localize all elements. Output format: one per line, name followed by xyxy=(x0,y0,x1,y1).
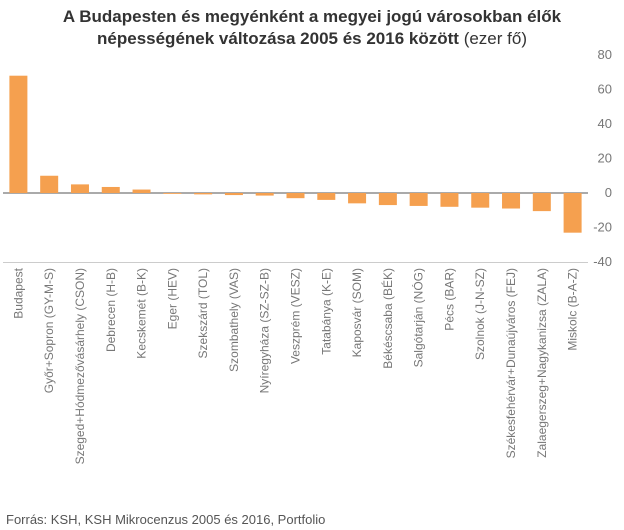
category-label-5: Kecskemét (B-K) xyxy=(135,268,149,359)
chart-title: A Budapesten és megyénként a megyei jogú… xyxy=(0,6,624,50)
bar-2 xyxy=(40,175,59,193)
category-label-2: Győr+Sopron (GY-M-S) xyxy=(42,268,56,393)
bar-1 xyxy=(9,75,28,193)
category-label-12: Kaposvár (SOM) xyxy=(350,268,364,357)
category-label-1: Budapest xyxy=(11,267,25,318)
category-label-8: Szombathely (VAS) xyxy=(227,268,241,372)
category-label-16: Szolnok (J-N-SZ) xyxy=(473,268,487,360)
category-label-14: Salgótarján (NÓG) xyxy=(411,268,426,367)
bar-3 xyxy=(70,184,89,193)
bar-8 xyxy=(224,193,243,196)
bar-11 xyxy=(317,193,336,200)
bar-9 xyxy=(255,193,274,196)
bar-17 xyxy=(502,193,521,209)
bar-4 xyxy=(101,186,120,193)
chart-title-main: népességének változása 2005 és 2016 közö… xyxy=(97,29,459,48)
y-tick-label: -20 xyxy=(593,220,612,235)
category-label-19: Miskolc (B-A-Z) xyxy=(566,268,580,351)
y-tick-label: 60 xyxy=(598,82,612,97)
bar-19 xyxy=(563,193,582,233)
category-label-9: Nyíregyháza (SZ-SZ-B) xyxy=(258,268,272,393)
chart-title-unit: (ezer fő) xyxy=(463,29,527,48)
bar-10 xyxy=(286,193,305,199)
category-label-11: Tatabánya (K-E) xyxy=(319,268,333,355)
category-label-6: Eger (HEV) xyxy=(165,268,179,329)
category-label-17: Székesfehérvár+Dunaújváros (FEJ) xyxy=(504,268,518,458)
category-label-13: Békéscsaba (BÉK) xyxy=(380,268,395,369)
bar-12 xyxy=(348,193,367,204)
category-label-4: Debrecen (H-B) xyxy=(104,268,118,352)
bar-14 xyxy=(409,193,428,206)
y-tick-label: -40 xyxy=(593,254,612,269)
y-tick-label: 20 xyxy=(598,151,612,166)
chart-title-line1: A Budapesten és megyénként a megyei jogú… xyxy=(62,7,562,26)
bar-5 xyxy=(132,189,151,193)
bar-15 xyxy=(440,193,459,207)
category-label-7: Szekszárd (TOL) xyxy=(196,268,210,358)
category-label-18: Zalaegerszeg+Nagykanizsa (ZALA) xyxy=(535,268,549,458)
y-tick-label: 80 xyxy=(598,47,612,62)
chart-title-line2: népességének változása 2005 és 2016 közö… xyxy=(0,28,624,50)
bar-13 xyxy=(378,193,397,206)
category-label-3: Szeged+Hódmezővásárhely (CSON) xyxy=(73,268,87,464)
y-tick-label: 40 xyxy=(598,116,612,131)
bar-7 xyxy=(194,193,213,195)
source-note: Forrás: KSH, KSH Mikrocenzus 2005 és 201… xyxy=(6,512,326,527)
y-tick-label: 0 xyxy=(605,185,612,200)
category-label-10: Veszprém (VESZ) xyxy=(289,268,303,364)
bar-6 xyxy=(163,193,182,194)
bar-16 xyxy=(471,193,490,208)
category-label-15: Pécs (BAR) xyxy=(442,268,456,331)
bar-18 xyxy=(532,193,551,212)
